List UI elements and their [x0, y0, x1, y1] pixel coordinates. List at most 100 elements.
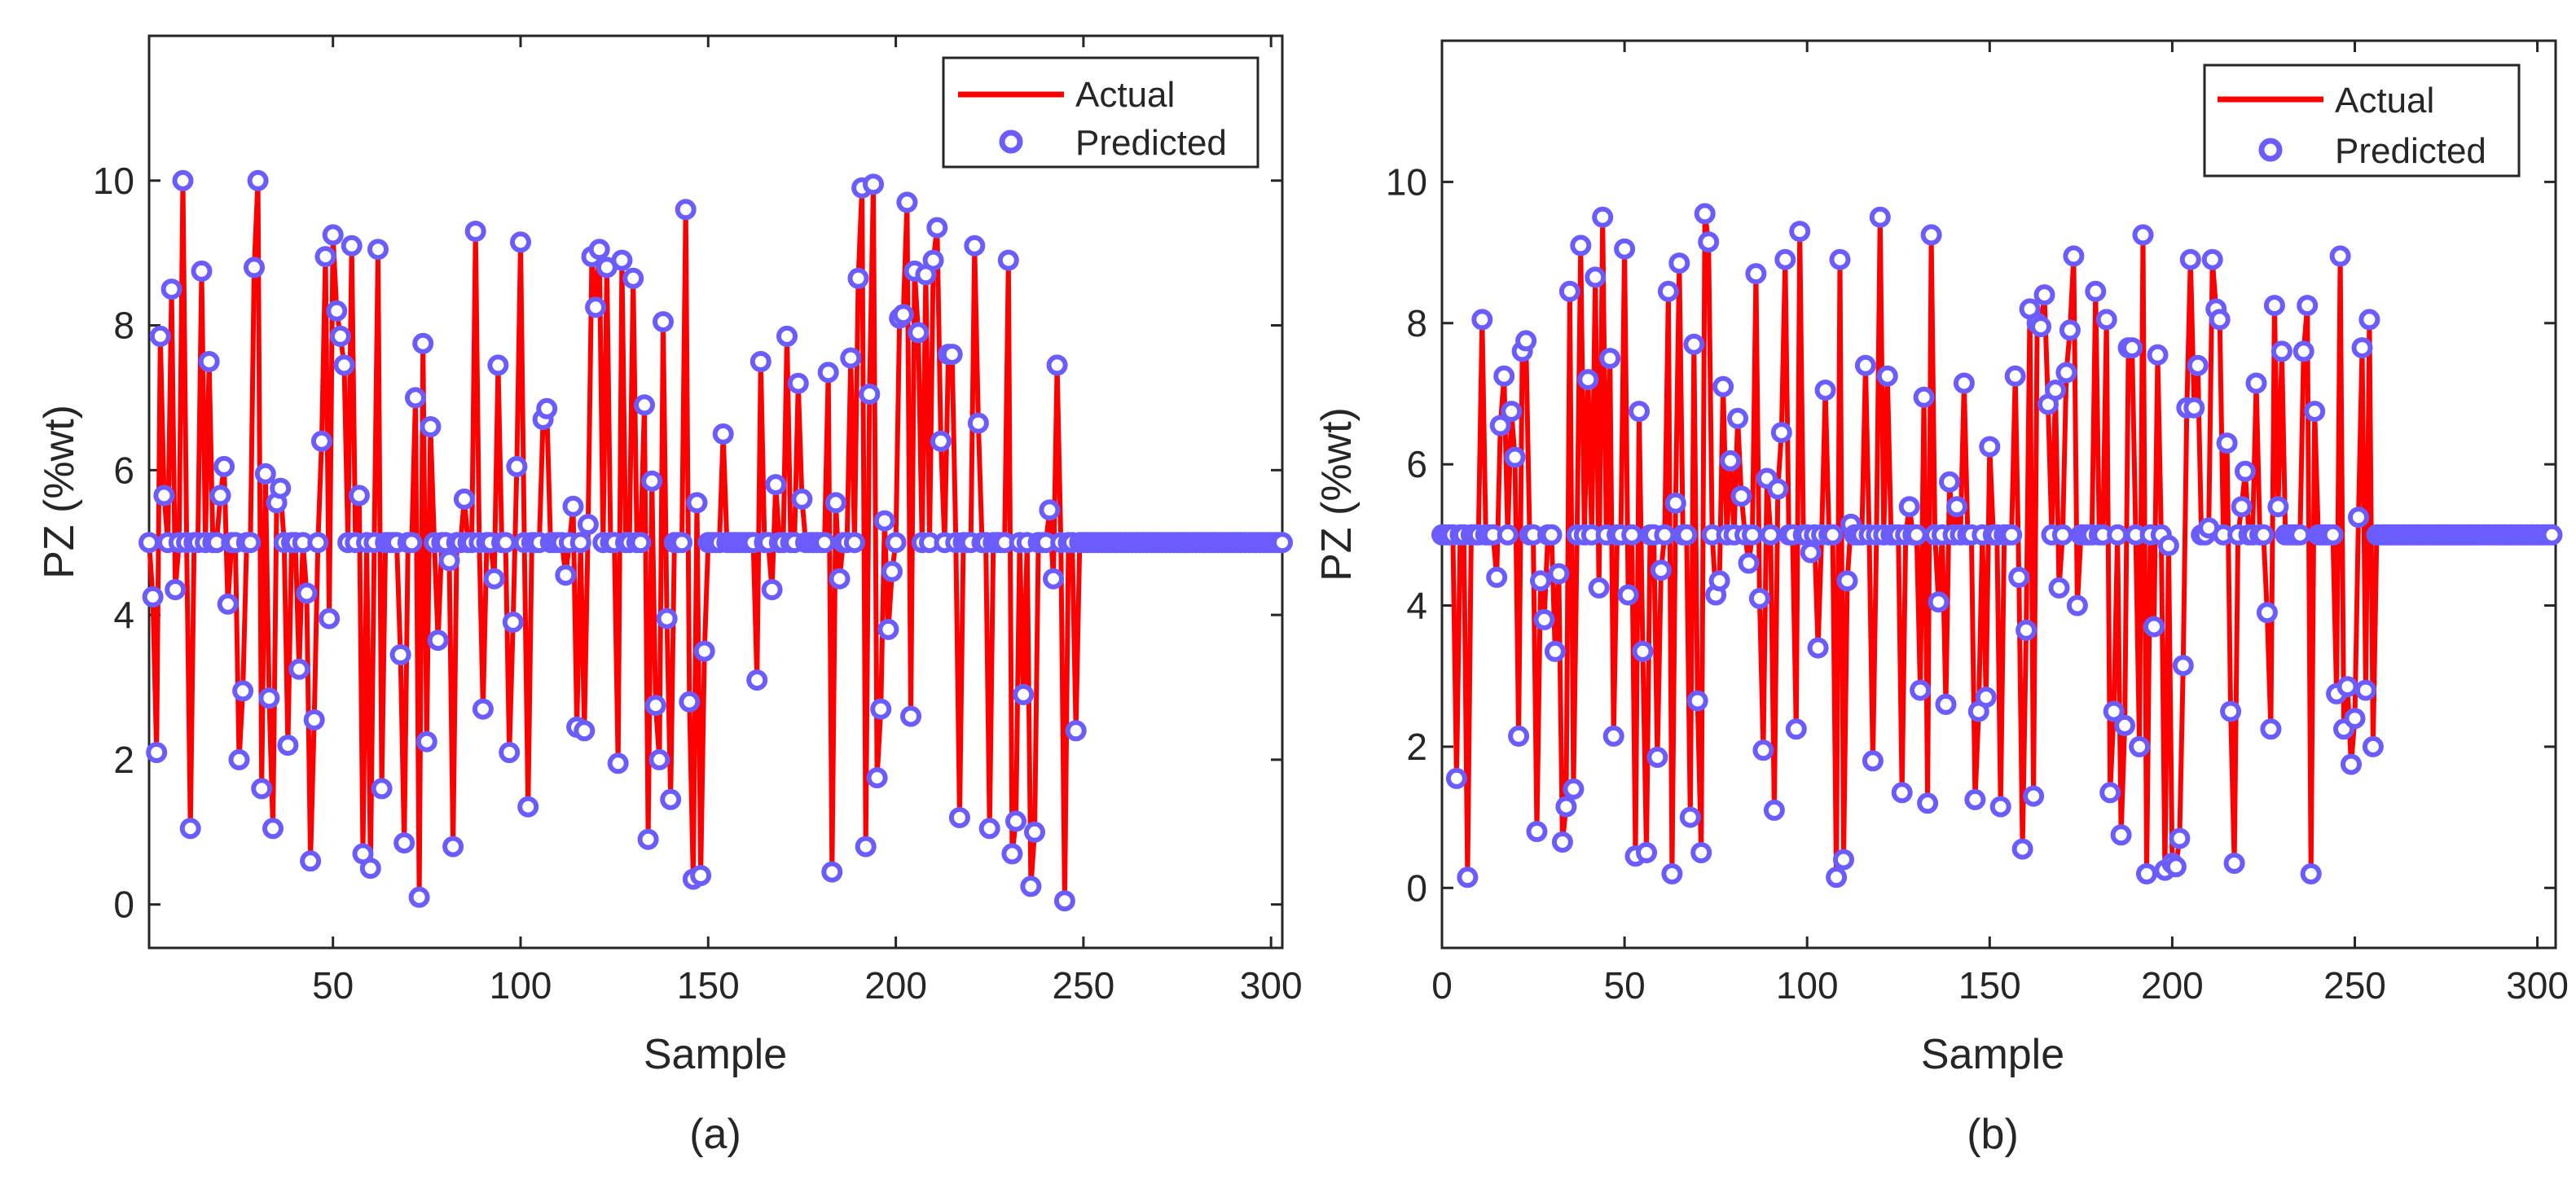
predicted-point-b-11	[1471, 309, 1493, 331]
predicted-point-b-93	[1770, 422, 1792, 444]
x-tick-label-b-200: 200	[2141, 964, 2204, 1007]
predicted-point-a-38	[277, 735, 299, 757]
predicted-point-a-217	[948, 807, 970, 828]
predicted-point-a-63	[371, 778, 393, 800]
predicted-point-a-114	[562, 495, 584, 517]
predicted-point-a-190	[847, 267, 869, 289]
caption-b: (b)	[1967, 1111, 2019, 1158]
predicted-point-a-93	[483, 568, 505, 590]
predicted-point-a-182	[817, 362, 839, 384]
predicted-point-b-186	[2110, 824, 2132, 846]
predicted-point-b-107	[1822, 524, 1844, 546]
predicted-point-b-30	[1541, 524, 1563, 546]
predicted-point-a-69	[393, 832, 415, 854]
predicted-point-a-127	[611, 249, 633, 271]
predicted-point-a-145	[679, 691, 701, 713]
predicted-point-b-86	[1745, 263, 1767, 285]
predicted-point-a-26	[232, 680, 254, 702]
y-tick-label-a-6: 6	[113, 449, 134, 491]
predicted-point-b-21	[1508, 725, 1530, 747]
predicted-point-b-103	[1807, 637, 1829, 659]
predicted-point-b-187	[2114, 714, 2136, 736]
predicted-point-a-31	[251, 778, 273, 800]
predicted-point-a-144	[675, 199, 697, 221]
predicted-point-a-139	[656, 608, 678, 629]
predicted-point-b-165	[2033, 284, 2055, 306]
predicted-point-a-51	[326, 300, 348, 322]
predicted-point-a-120	[585, 296, 607, 318]
predicted-point-b-143	[1953, 372, 1975, 394]
predicted-point-a-221	[964, 235, 986, 257]
predicted-point-a-41	[288, 658, 310, 680]
y-tick-label-b-0: 0	[1406, 866, 1427, 909]
predicted-point-a-167	[761, 579, 783, 600]
predicted-point-a-140	[660, 788, 682, 810]
predicted-point-a-303	[1272, 532, 1293, 554]
predicted-point-b-213	[2209, 309, 2231, 331]
predicted-point-b-164	[2030, 316, 2051, 338]
predicted-point-a-1	[138, 532, 160, 554]
legend-predicted-swatch-a	[999, 129, 1023, 154]
predicted-point-a-107	[536, 397, 558, 419]
predicted-point-a-45	[303, 709, 325, 730]
legend-actual-label-b: Actual	[2335, 81, 2434, 121]
predicted-point-a-60	[359, 858, 381, 880]
predicted-point-a-52	[329, 325, 351, 347]
y-tick-label-b-4: 4	[1406, 585, 1427, 627]
predicted-point-a-200	[885, 532, 907, 554]
predicted-point-b-130	[1906, 524, 1928, 546]
y-tick-label-a-10: 10	[93, 160, 134, 202]
predicted-point-b-94	[1774, 248, 1796, 270]
predicted-point-a-96	[495, 532, 517, 554]
predicted-point-a-118	[577, 514, 599, 535]
predicted-point-a-12	[179, 818, 201, 840]
predicted-point-b-139	[1939, 471, 1960, 493]
predicted-point-b-71	[1690, 842, 1712, 863]
predicted-point-a-20	[209, 485, 231, 507]
predicted-point-a-43	[296, 582, 318, 604]
predicted-point-a-234	[1013, 683, 1035, 705]
predicted-point-b-250	[2344, 708, 2366, 730]
predicted-point-b-216	[2220, 700, 2242, 722]
predicted-point-a-164	[750, 351, 771, 372]
predicted-point-b-65	[1668, 252, 1690, 274]
predicted-point-b-189	[2121, 337, 2143, 359]
predicted-point-b-192	[2132, 224, 2154, 246]
predicted-point-b-254	[2358, 309, 2380, 331]
predicted-point-a-175	[791, 488, 813, 510]
predicted-point-b-215	[2216, 432, 2238, 454]
predicted-point-b-32	[1548, 563, 1570, 585]
predicted-point-b-304	[2541, 524, 2563, 546]
predicted-point-b-60	[1650, 559, 1672, 581]
predicted-point-b-223	[2245, 372, 2267, 394]
predicted-point-b-158	[2008, 566, 2030, 588]
predicted-point-b-16	[1489, 415, 1511, 436]
predicted-point-a-10	[172, 169, 194, 191]
predicted-point-b-90	[1760, 524, 1782, 546]
predicted-point-a-149	[693, 640, 715, 662]
legend-b: Actual Predicted	[2203, 64, 2521, 178]
legend-box-b	[2203, 64, 2521, 178]
predicted-point-a-174	[787, 372, 809, 394]
predicted-point-a-202	[892, 304, 914, 326]
predicted-point-a-34	[262, 818, 284, 840]
x-tick-label-a-250: 250	[1053, 964, 1115, 1007]
x-tick-label-b-50: 50	[1604, 964, 1646, 1007]
predicted-point-a-76	[420, 416, 442, 437]
predicted-point-b-132	[1913, 386, 1935, 408]
x-tick-label-a-100: 100	[490, 964, 552, 1007]
predicted-point-a-25	[228, 748, 250, 770]
predicted-point-b-236	[2292, 340, 2314, 362]
predicted-point-a-154	[712, 423, 734, 445]
predicted-point-b-15	[1486, 566, 1508, 588]
predicted-point-b-196	[2147, 344, 2169, 366]
predicted-point-b-184	[2103, 700, 2125, 722]
x-tick-label-b-0: 0	[1431, 964, 1453, 1007]
predicted-point-b-20	[1504, 446, 1526, 468]
ticks-a: 50 100 150 200 250 300 0 2 4 6 8 10	[93, 36, 1303, 1007]
predicted-point-a-33	[258, 687, 280, 709]
predicted-point-a-99	[506, 455, 528, 477]
predicted-point-b-185	[2107, 524, 2129, 546]
predicted-point-a-29	[244, 257, 265, 279]
